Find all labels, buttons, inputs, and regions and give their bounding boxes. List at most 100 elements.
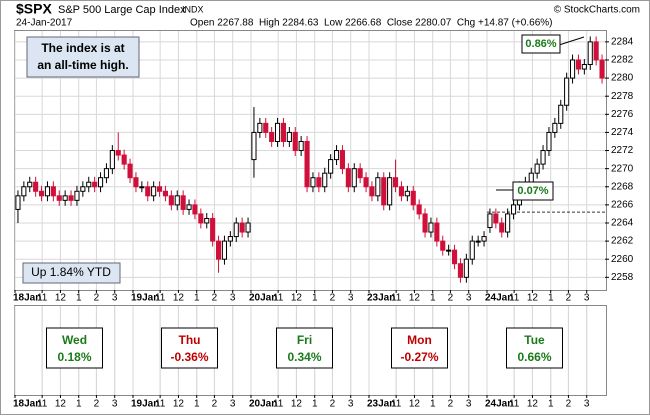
day-box bbox=[46, 327, 103, 369]
x-tick-label: 12 bbox=[55, 399, 67, 410]
candle-body bbox=[251, 131, 257, 161]
y-tick-label: 2282 bbox=[611, 55, 634, 66]
day-name: Fri bbox=[297, 333, 312, 347]
x-tick-label: 11 bbox=[155, 399, 166, 410]
candle-body bbox=[410, 190, 416, 206]
x-tick-label: 1 bbox=[548, 293, 554, 304]
candle-body bbox=[86, 181, 92, 188]
y-tick-label: 2266 bbox=[611, 200, 634, 211]
callout-pointer bbox=[558, 36, 585, 46]
x-tick-label: 3 bbox=[112, 293, 118, 304]
y-tick-label: 2268 bbox=[611, 181, 634, 192]
candle-body bbox=[416, 204, 422, 215]
candle-body bbox=[174, 195, 180, 206]
candle-body bbox=[121, 154, 127, 165]
candle-body bbox=[333, 150, 340, 161]
candle-body bbox=[534, 163, 540, 174]
candle-body bbox=[139, 186, 145, 189]
x-tick-label: 3 bbox=[584, 293, 590, 304]
candle-body bbox=[210, 217, 216, 242]
x-tick-label: 3 bbox=[348, 293, 354, 304]
x-tick-label: 11 bbox=[273, 293, 284, 304]
candle-body bbox=[68, 195, 74, 201]
candle-body bbox=[103, 168, 110, 179]
exchange: INDX bbox=[182, 4, 204, 14]
candle-body bbox=[263, 122, 269, 133]
callout-low: 0.07% bbox=[517, 185, 548, 197]
x-tick-label: 2 bbox=[330, 293, 336, 304]
candle-body bbox=[581, 64, 587, 70]
x-tick-label: 12 bbox=[291, 399, 303, 410]
candle-body bbox=[280, 122, 287, 142]
y-tick-label: 2264 bbox=[611, 218, 634, 229]
annotation: The index is at bbox=[41, 41, 124, 55]
x-tick-label: 2 bbox=[212, 293, 218, 304]
candle-body bbox=[593, 41, 599, 61]
candle-body bbox=[387, 177, 393, 206]
x-tick-label: 23Jan bbox=[367, 293, 395, 304]
candle-body bbox=[21, 186, 27, 197]
x-tick-label: 2 bbox=[566, 293, 572, 304]
candle-body bbox=[587, 41, 593, 66]
candle-body bbox=[151, 186, 157, 197]
x-tick-label: 3 bbox=[112, 399, 118, 410]
candle-body bbox=[451, 249, 458, 265]
candle-body bbox=[339, 150, 346, 170]
candle-body bbox=[434, 222, 440, 242]
candle-body bbox=[15, 195, 21, 210]
day-change: 0.18% bbox=[57, 350, 91, 364]
day-box bbox=[506, 327, 563, 369]
x-tick-label: 11 bbox=[509, 293, 520, 304]
x-tick-label: 12 bbox=[409, 399, 421, 410]
ytd-note: Up 1.84% YTD bbox=[31, 265, 111, 279]
x-tick-label: 3 bbox=[230, 293, 236, 304]
candle-body bbox=[457, 263, 464, 278]
candle-body bbox=[345, 168, 351, 188]
candle-body bbox=[428, 222, 434, 233]
candle-body bbox=[227, 236, 233, 242]
x-tick-label: 12 bbox=[291, 293, 303, 304]
x-tick-label: 12 bbox=[409, 293, 421, 304]
y-tick-label: 2262 bbox=[611, 236, 634, 247]
candle-body bbox=[304, 140, 310, 188]
candle-body bbox=[392, 177, 399, 188]
candle-body bbox=[440, 240, 446, 251]
credit: © StockCharts.com bbox=[554, 5, 640, 16]
candle-body bbox=[510, 204, 517, 215]
x-tick-label: 1 bbox=[194, 293, 200, 304]
candle-body bbox=[245, 222, 251, 233]
day-name: Thu bbox=[179, 333, 201, 347]
candle-body bbox=[292, 131, 298, 152]
x-tick-label: 2 bbox=[330, 399, 336, 410]
candle-body bbox=[404, 190, 410, 197]
y-tick-label: 2260 bbox=[611, 254, 634, 265]
candle-body bbox=[558, 104, 564, 124]
y-tick-label: 2270 bbox=[611, 163, 634, 174]
day-change: 0.66% bbox=[517, 350, 551, 364]
candle-body bbox=[215, 240, 222, 260]
x-tick-label: 11 bbox=[509, 399, 520, 410]
x-tick-label: 1 bbox=[312, 293, 318, 304]
y-tick-label: 2280 bbox=[611, 73, 634, 84]
header-stats: Open 2267.88 High 2284.63 Low 2266.68 Cl… bbox=[190, 18, 553, 29]
x-tick-label: 12 bbox=[173, 293, 185, 304]
day-name: Mon bbox=[407, 333, 432, 347]
day-box bbox=[391, 327, 448, 369]
candle-body bbox=[38, 190, 45, 197]
candle-body bbox=[221, 240, 228, 260]
candle-body bbox=[481, 236, 487, 242]
annotation: an all-time high. bbox=[37, 58, 128, 72]
candle-body bbox=[298, 140, 304, 152]
candle-body bbox=[44, 186, 51, 197]
callout-high: 0.86% bbox=[525, 38, 556, 50]
x-tick-label: 11 bbox=[273, 399, 284, 410]
x-tick-label: 3 bbox=[584, 399, 590, 410]
candle-body bbox=[204, 217, 210, 224]
candle-body bbox=[422, 213, 428, 233]
x-tick-label: 18Jan bbox=[13, 399, 41, 410]
day-change: -0.36% bbox=[170, 350, 208, 364]
x-tick-label: 12 bbox=[527, 399, 539, 410]
x-tick-label: 2 bbox=[94, 399, 100, 410]
candle-body bbox=[487, 213, 493, 229]
